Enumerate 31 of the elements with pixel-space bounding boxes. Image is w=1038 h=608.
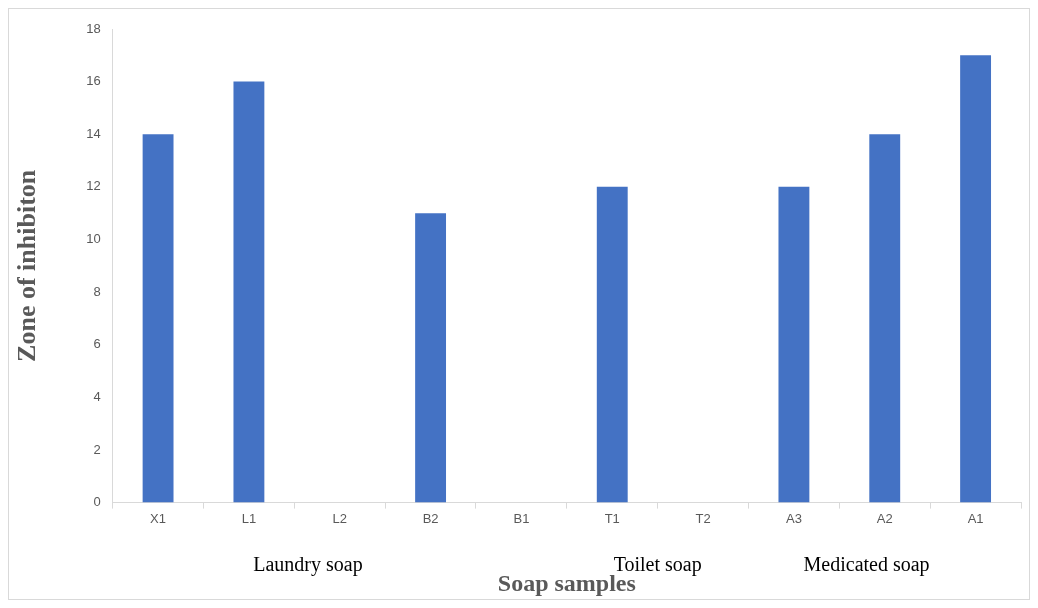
bar (596, 186, 628, 503)
x-tick-label: T2 (695, 510, 711, 526)
y-tick-label: 8 (93, 283, 101, 299)
text: Medicated soap (803, 552, 930, 576)
bar (869, 134, 901, 503)
y-tick-label: 0 (93, 494, 101, 510)
x-tick-label: X1 (150, 510, 167, 526)
y-tick-label: 6 (93, 336, 101, 352)
x-tick-label: T1 (604, 510, 620, 526)
y-tick-label: 4 (93, 388, 101, 404)
x-tick-label: A1 (967, 510, 984, 526)
y-tick-label: 14 (86, 125, 101, 141)
y-tick-label: 18 (86, 20, 101, 36)
bar (778, 186, 810, 503)
x-tick-label: B1 (513, 510, 530, 526)
bar (960, 55, 992, 503)
bar (233, 81, 265, 503)
bar (415, 213, 447, 503)
x-tick-label: A3 (785, 510, 802, 526)
y-tick-label: 12 (86, 178, 101, 194)
x-tick-label: B2 (422, 510, 439, 526)
y-axis-title: Zone of inhibiton (12, 169, 42, 362)
text: Laundry soap (253, 552, 363, 576)
x-tick-label: L1 (241, 510, 257, 526)
y-tick-label: 16 (86, 73, 101, 89)
y-tick-label: 2 (93, 441, 101, 457)
x-tick-label: L2 (332, 510, 347, 526)
x-tick-label: A2 (876, 510, 893, 526)
text: Toilet soap (613, 552, 702, 576)
bar (142, 134, 174, 503)
y-tick-label: 10 (86, 231, 101, 247)
